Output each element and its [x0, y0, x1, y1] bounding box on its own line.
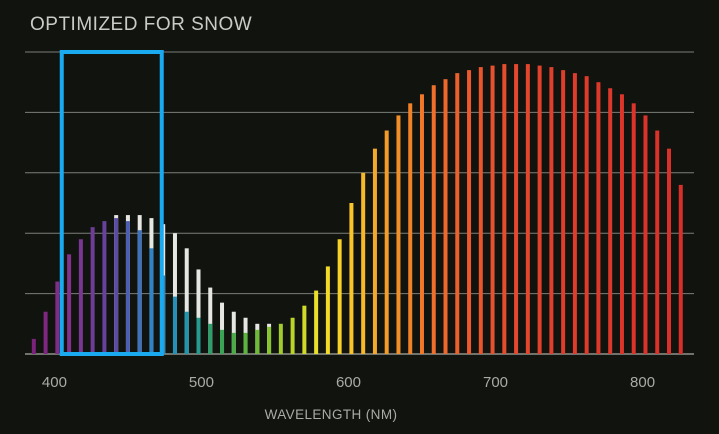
transmission-bar: [231, 332, 236, 354]
x-tick-label: 600: [336, 374, 361, 391]
transmission-bar: [549, 67, 554, 354]
x-tick-label: 800: [630, 374, 655, 391]
transmission-bar: [537, 65, 542, 354]
x-axis: 400 500 600 700 800: [42, 374, 655, 391]
transmission-bar: [596, 82, 601, 354]
transmission-bar: [267, 326, 272, 354]
transmission-bar: [31, 338, 36, 354]
chart-title: OPTIMIZED FOR SNOW: [30, 14, 252, 35]
transmission-bar: [278, 323, 283, 354]
transmission-bar: [220, 329, 225, 354]
transmission-bar: [325, 266, 330, 354]
transmission-bar: [619, 94, 624, 354]
transmission-bar: [255, 329, 260, 354]
reference-bar: [208, 287, 213, 354]
transmission-bar: [525, 64, 530, 354]
grid-lines: [25, 51, 694, 355]
transmission-bar: [102, 221, 107, 354]
highlight-box: [59, 50, 164, 356]
transmission-bar: [384, 130, 389, 354]
transmission-bar: [208, 323, 213, 354]
transmission-bar: [502, 64, 507, 354]
transmission-bar: [137, 230, 142, 354]
transmission-bar: [290, 317, 295, 354]
x-tick-label: 700: [483, 374, 508, 391]
transmission-bar: [572, 73, 577, 354]
reference-bar: [196, 269, 201, 354]
transmission-bar: [490, 65, 495, 354]
transmission-bar: [678, 184, 683, 354]
reference-bar: [172, 233, 177, 354]
transmission-bar: [114, 218, 119, 354]
bars: [31, 64, 683, 355]
x-tick-label: 400: [42, 374, 67, 391]
transmission-bar: [478, 67, 483, 354]
transmission-bar: [419, 94, 424, 354]
transmission-bar: [184, 311, 189, 354]
transmission-bar: [337, 239, 342, 354]
transmission-bar: [125, 221, 130, 354]
reference-bar: [184, 248, 189, 354]
transmission-bar: [55, 281, 60, 354]
transmission-bar: [514, 64, 519, 354]
transmission-bar: [302, 305, 307, 354]
transmission-bar: [149, 248, 154, 354]
transmission-bar: [443, 79, 448, 355]
transmission-bar: [43, 311, 48, 354]
transmission-bar: [196, 317, 201, 354]
transmission-bar: [396, 115, 401, 354]
transmission-bar: [349, 203, 354, 354]
transmission-bar: [455, 73, 460, 354]
transmission-bar: [243, 332, 248, 354]
transmission-bar: [631, 103, 636, 354]
transmission-bar: [667, 148, 672, 354]
transmission-bar: [78, 239, 83, 354]
transmission-bar: [408, 103, 413, 354]
x-axis-label: WAVELENGTH (NM): [265, 407, 398, 422]
reference-bar: [220, 302, 225, 354]
transmission-bar: [372, 148, 377, 354]
transmission-bar: [172, 296, 177, 354]
transmission-bar: [467, 70, 472, 355]
transmission-bar: [584, 76, 589, 354]
transmission-bar: [90, 227, 95, 354]
transmission-bar: [643, 115, 648, 354]
transmission-bar: [67, 254, 72, 354]
x-tick-label: 500: [189, 374, 214, 391]
transmission-bar: [561, 70, 566, 355]
transmission-bar: [314, 290, 319, 354]
transmission-bar: [361, 172, 366, 354]
transmission-bar: [655, 130, 660, 354]
transmission-bar: [431, 85, 436, 354]
transmission-bar: [608, 88, 613, 355]
